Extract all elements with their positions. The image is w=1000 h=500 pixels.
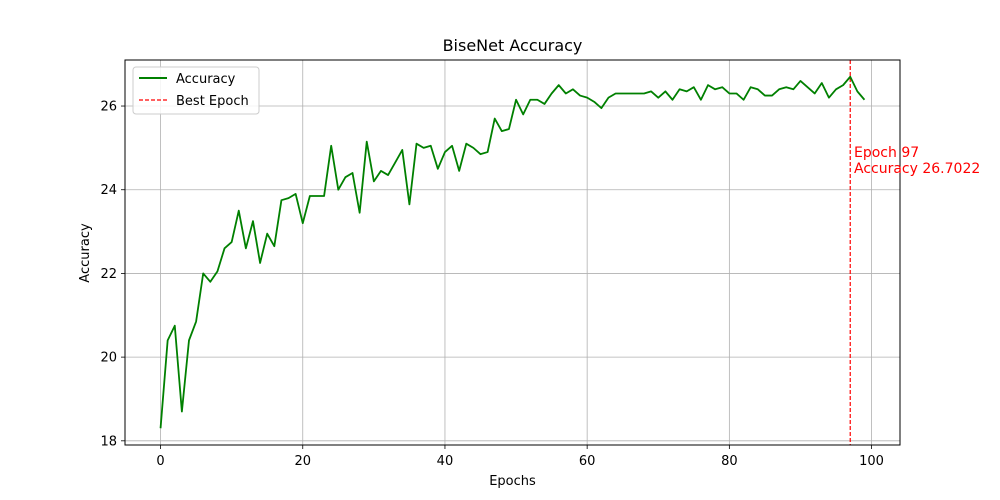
annotation-accuracy-text: Accuracy 26.7022 (854, 161, 980, 177)
annotation-epoch-text: Epoch 97 (854, 145, 919, 161)
x-tick-label: 20 (294, 454, 311, 469)
y-tick-label: 24 (100, 183, 117, 198)
grid (125, 60, 900, 445)
x-tick-label: 40 (437, 454, 454, 469)
legend: Accuracy Best Epoch (132, 66, 260, 115)
y-tick-label: 22 (100, 267, 117, 282)
series-group (159, 75, 866, 429)
y-tick-label: 26 (100, 100, 117, 115)
best-epoch-annotation: Epoch 97 Accuracy 26.7022 (854, 145, 980, 177)
legend-label-accuracy: Accuracy (176, 72, 236, 87)
x-tick-label: 0 (156, 454, 164, 469)
y-axis-title: Accuracy (78, 223, 93, 283)
ticks: 0 20 40 60 80 100 18 20 22 24 26 (100, 100, 884, 469)
accuracy-series-line (159, 75, 866, 429)
x-tick-label: 100 (859, 454, 884, 469)
y-tick-label: 18 (100, 434, 117, 449)
x-tick-label: 80 (721, 454, 738, 469)
y-tick-label: 20 (100, 351, 117, 366)
plot-frame (124, 59, 901, 446)
legend-label-best-epoch: Best Epoch (176, 94, 249, 109)
chart-title: BiseNet Accuracy (443, 36, 583, 55)
x-axis-title: Epochs (489, 474, 536, 489)
x-tick-label: 60 (579, 454, 596, 469)
